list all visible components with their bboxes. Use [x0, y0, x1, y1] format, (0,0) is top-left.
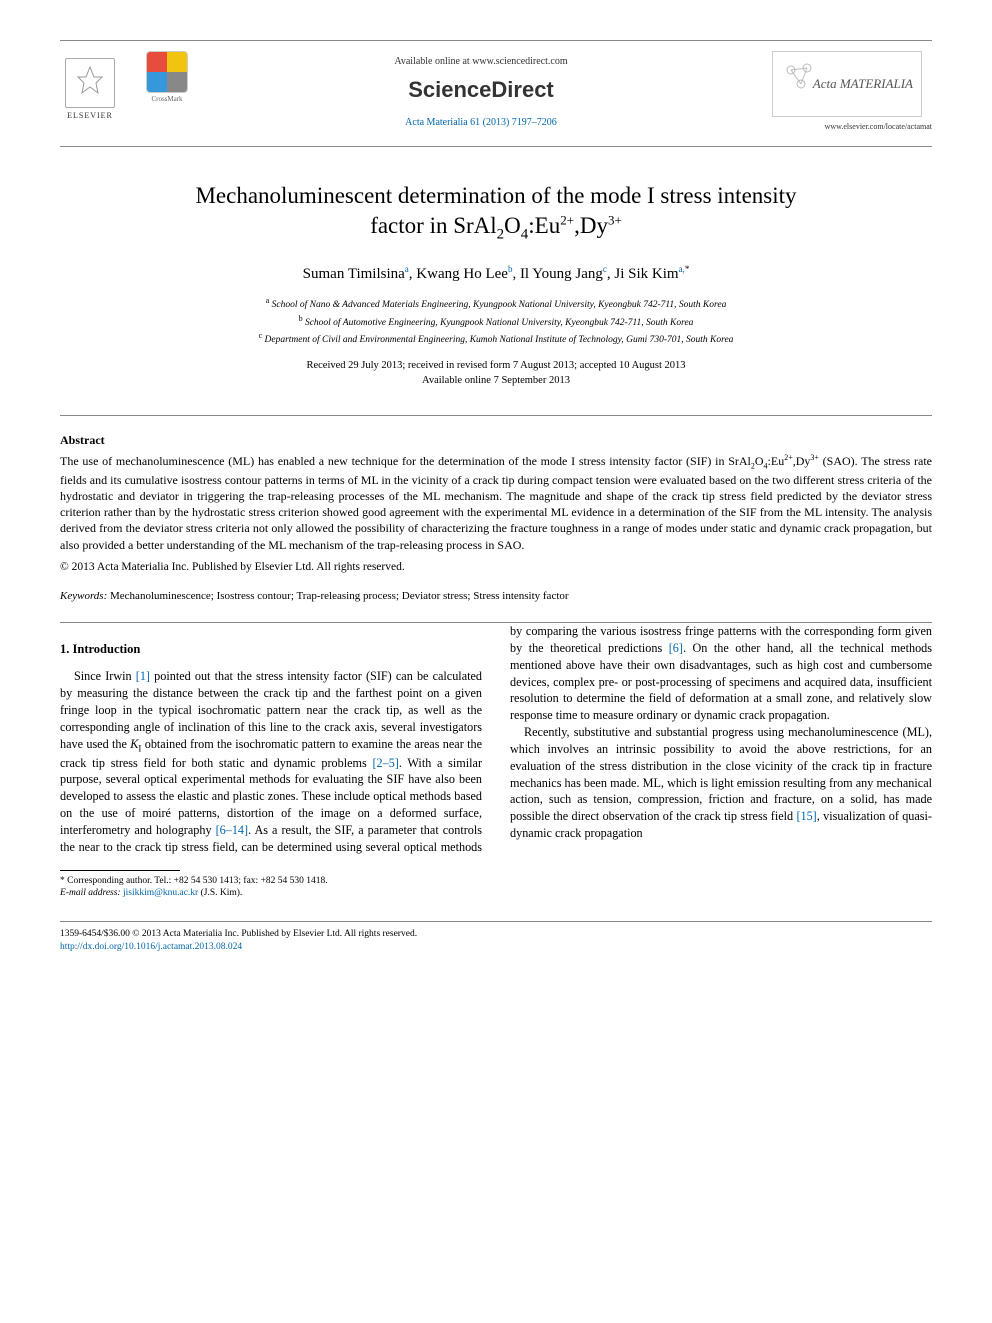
abstract-text: O	[755, 454, 764, 468]
footer-issn-line: 1359-6454/$36.00 © 2013 Acta Materialia …	[60, 928, 932, 940]
page-footer: 1359-6454/$36.00 © 2013 Acta Materialia …	[60, 921, 932, 953]
abstract-sup: 2+	[784, 453, 793, 462]
divider	[60, 415, 932, 416]
keywords-line: Keywords: Mechanoluminescence; Isostress…	[60, 589, 932, 604]
abstract-heading: Abstract	[60, 432, 932, 449]
abstract-text: ,Dy	[793, 454, 811, 468]
journal-cover-icon	[781, 60, 821, 100]
crossmark-label: CrossMark	[151, 95, 182, 105]
title-part: :Eu	[528, 213, 560, 238]
copyright-line: © 2013 Acta Materialia Inc. Published by…	[60, 559, 932, 575]
abstract-text: (SAO). The stress rate fields and its cu…	[60, 454, 932, 552]
citation-15[interactable]: [15]	[796, 809, 816, 823]
citation-1[interactable]: [1]	[136, 669, 150, 683]
title-part: ,Dy	[574, 213, 608, 238]
journal-header: ELSEVIER CrossMark Available online at w…	[60, 40, 932, 147]
body-columns: 1. Introduction Since Irwin [1] pointed …	[60, 623, 932, 855]
title-sup: 2+	[560, 212, 574, 227]
abstract-text: The use of mechanoluminescence (ML) has …	[60, 454, 751, 468]
title-sup: 3+	[608, 212, 622, 227]
abstract-text: :Eu	[768, 454, 785, 468]
article-dates: Received 29 July 2013; received in revis…	[60, 359, 932, 388]
citation-2-5[interactable]: [2–5]	[372, 756, 398, 770]
affiliation-c: Department of Civil and Environmental En…	[265, 335, 734, 345]
author-2-aff: b	[508, 264, 513, 274]
author-1-aff: a	[405, 264, 409, 274]
affiliation-a: School of Nano & Advanced Materials Engi…	[272, 300, 727, 310]
footnote-email-link[interactable]: jisikkim@knu.ac.kr	[123, 888, 198, 898]
corresponding-author-footnote: * Corresponding author. Tel.: +82 54 530…	[60, 875, 932, 900]
authors-line: Suman Timilsinaa, Kwang Ho Leeb, Il Youn…	[60, 263, 932, 285]
locate-url[interactable]: www.elsevier.com/locate/actamat	[772, 121, 932, 132]
author-1[interactable]: Suman Timilsina	[303, 266, 405, 282]
author-4[interactable]: Ji Sik Kim	[614, 266, 678, 282]
dates-line1: Received 29 July 2013; received in revis…	[306, 360, 685, 371]
title-line1: Mechanoluminescent determination of the …	[195, 183, 796, 208]
citation-6[interactable]: [6]	[669, 641, 683, 655]
header-right: Acta MATERIALIA www.elsevier.com/locate/…	[772, 51, 932, 132]
author-3[interactable]: Il Young Jang	[520, 266, 603, 282]
crossmark-icon	[146, 51, 188, 93]
footer-doi-link[interactable]: http://dx.doi.org/10.1016/j.actamat.2013…	[60, 941, 932, 953]
footnote-rule	[60, 870, 180, 871]
citation-6-14[interactable]: [6–14]	[216, 823, 249, 837]
dates-line2: Available online 7 September 2013	[422, 375, 570, 386]
intro-para-2: Recently, substitutive and substantial p…	[510, 724, 932, 842]
article-title: Mechanoluminescent determination of the …	[60, 181, 932, 245]
elsevier-logo: ELSEVIER	[60, 51, 120, 121]
header-center: Available online at www.sciencedirect.co…	[190, 51, 772, 130]
affiliations: a School of Nano & Advanced Materials En…	[60, 295, 932, 347]
footnote-contact: * Corresponding author. Tel.: +82 54 530…	[60, 875, 932, 887]
author-4-corr: *	[685, 264, 690, 274]
keywords-text: Mechanoluminescence; Isostress contour; …	[107, 590, 568, 602]
section-1-heading: 1. Introduction	[60, 641, 482, 658]
crossmark-badge[interactable]: CrossMark	[144, 51, 190, 111]
elsevier-tree-icon	[65, 58, 115, 108]
keywords-label: Keywords:	[60, 590, 107, 602]
body-text: Since Irwin	[74, 669, 136, 683]
header-left: ELSEVIER CrossMark	[60, 51, 190, 121]
author-3-aff: c	[603, 264, 607, 274]
footnote-email-who: (J.S. Kim).	[198, 888, 242, 898]
available-online-text: Available online at www.sciencedirect.co…	[190, 55, 772, 69]
sciencedirect-logo[interactable]: ScienceDirect	[190, 75, 772, 106]
title-part: factor in SrAl	[370, 213, 496, 238]
title-part: O	[504, 213, 521, 238]
journal-cover: Acta MATERIALIA	[772, 51, 922, 117]
journal-cover-title: Acta MATERIALIA	[813, 75, 913, 93]
elsevier-label: ELSEVIER	[67, 110, 113, 121]
abstract-body: The use of mechanoluminescence (ML) has …	[60, 453, 932, 553]
affiliation-b: School of Automotive Engineering, Kyungp…	[305, 318, 693, 328]
journal-reference[interactable]: Acta Materialia 61 (2013) 7197–7206	[190, 116, 772, 130]
footnote-email-label: E-mail address:	[60, 888, 121, 898]
author-2[interactable]: Kwang Ho Lee	[416, 266, 508, 282]
abstract-sup: 3+	[810, 453, 819, 462]
